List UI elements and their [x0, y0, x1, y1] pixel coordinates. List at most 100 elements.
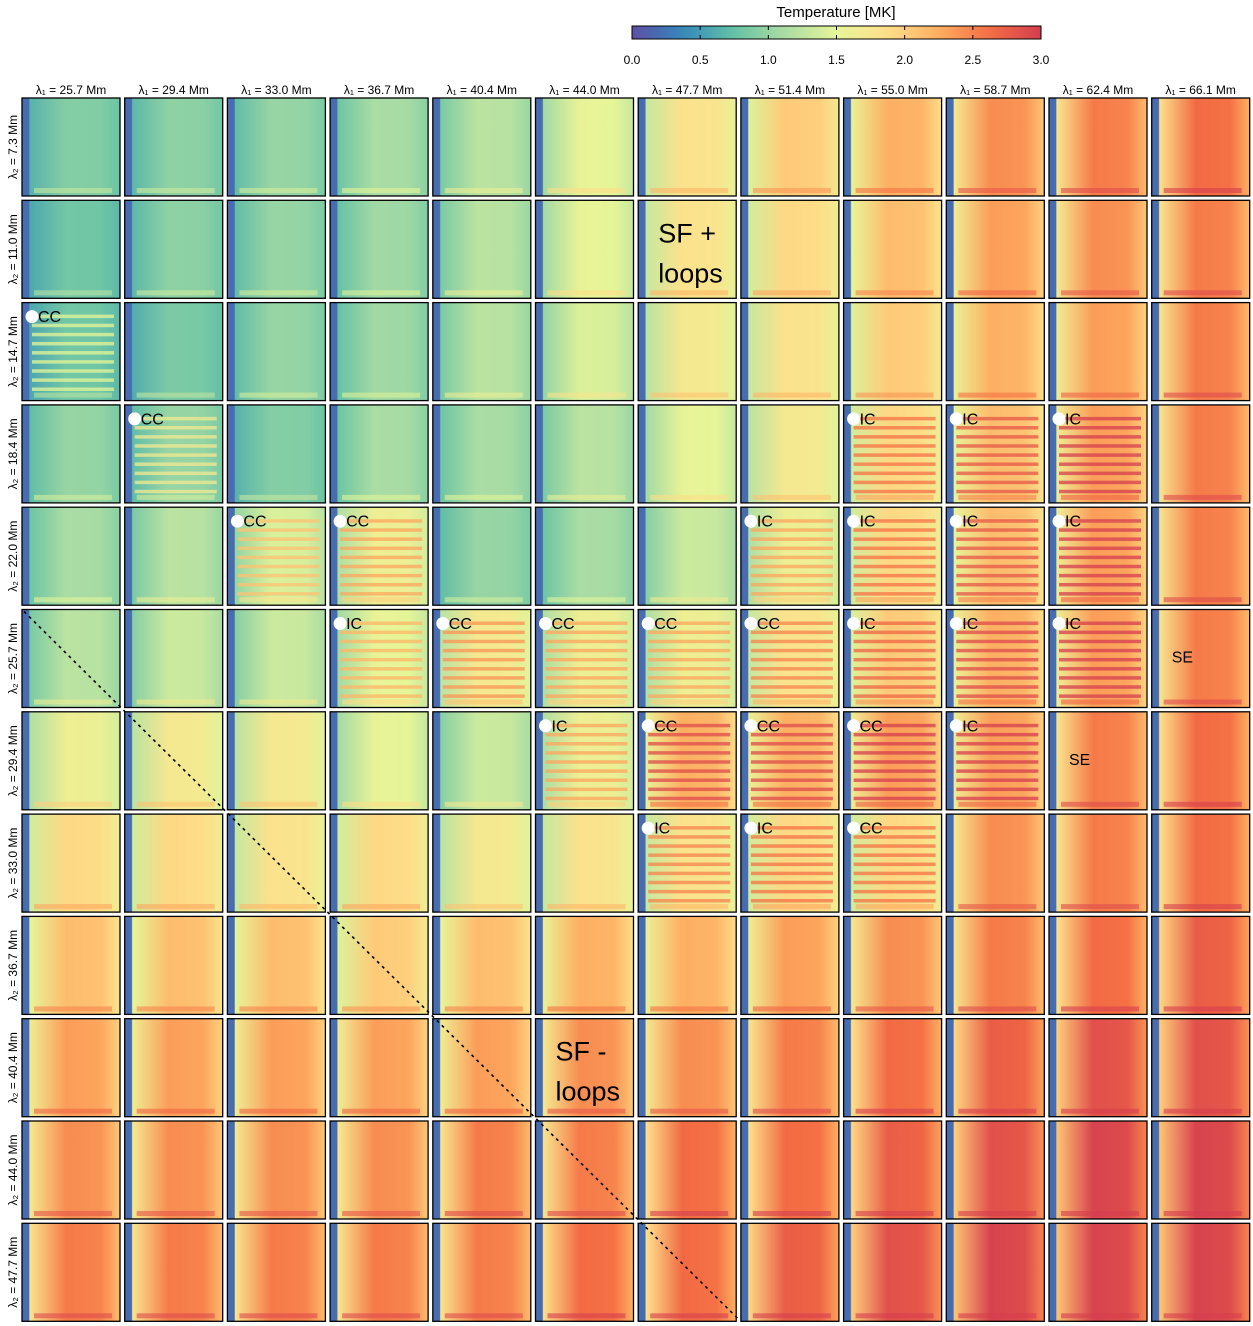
cell-fill [432, 507, 531, 606]
cell-frame [226, 1222, 327, 1322]
condensation-band [1059, 480, 1141, 485]
marker-dot [539, 617, 552, 630]
marker-dot [641, 719, 655, 733]
condensation-band [134, 426, 217, 430]
condensation-band [32, 323, 114, 328]
footpoint-band [444, 1108, 523, 1114]
condensation-band [956, 444, 1039, 448]
heatmap-cell [534, 301, 635, 402]
colorbar-tick-label: 1.5 [828, 53, 845, 67]
cell-fill [740, 1223, 839, 1322]
cell-fill [432, 1121, 531, 1219]
footpoint-band [650, 699, 729, 705]
heatmap-cell [124, 97, 224, 197]
footpoint-band [650, 597, 729, 603]
condensation-band [32, 369, 114, 373]
condensation-band [134, 416, 217, 421]
cell-frame [534, 97, 635, 197]
cell-frame [637, 97, 737, 197]
condensation-band [853, 835, 936, 839]
cell-fill [1151, 1018, 1250, 1117]
cell-fill [1151, 1121, 1250, 1219]
cell-fill [638, 1018, 737, 1117]
heatmap-cell [432, 1018, 532, 1118]
cell-frame [1048, 711, 1148, 811]
heatmap-cell [945, 608, 1045, 709]
condensation-band [648, 648, 731, 653]
heatmap-cell [1151, 301, 1251, 402]
cell-frame [124, 506, 224, 606]
heatmap-cell [842, 1120, 943, 1220]
heatmap-cell [329, 1222, 429, 1322]
row-label: λ₂ = 11.0 Mm [6, 214, 20, 284]
condensation-band [853, 657, 936, 662]
condensation-band [853, 537, 936, 541]
condensation-band [648, 889, 731, 894]
heatmap-cell [1048, 301, 1148, 402]
condensation-band [750, 546, 833, 551]
condensation-band [237, 573, 320, 578]
cell-fill [227, 1121, 326, 1219]
condensation-band [648, 760, 731, 764]
footpoint-band [444, 1006, 523, 1012]
heatmap-cell [21, 1222, 121, 1322]
cell-fill [535, 98, 634, 196]
cell-fill [740, 1018, 839, 1117]
cell-fill [124, 1121, 223, 1219]
heatmap-cell [329, 813, 429, 913]
marker-label: IC [860, 616, 876, 633]
cell-fill [535, 507, 634, 606]
heatmap-cell [945, 711, 1045, 811]
cell-frame [740, 199, 840, 299]
footpoint-band [752, 290, 831, 296]
cell-fill [638, 404, 737, 503]
condensation-band [853, 898, 936, 903]
heatmap-cell [740, 1120, 840, 1220]
condensation-band [853, 444, 936, 448]
condensation-band [237, 555, 320, 560]
column-label: λ₁ = 29.4 Mm [138, 83, 208, 97]
condensation-band [750, 871, 833, 876]
condensation-band [237, 564, 320, 569]
marker-label: IC [757, 514, 773, 531]
condensation-band [750, 639, 833, 644]
condensation-band [32, 332, 114, 337]
heatmap-cell [1151, 608, 1251, 709]
classification-marker: CC [436, 616, 472, 633]
cell-frame [842, 1222, 943, 1322]
cell-fill [22, 200, 120, 299]
cell-fill [227, 711, 326, 810]
condensation-band [750, 723, 833, 728]
footpoint-band [444, 188, 523, 193]
classification-marker: CC [230, 514, 267, 531]
cell-frame [945, 813, 1045, 913]
condensation-band [750, 694, 833, 698]
heatmap-cell [842, 915, 943, 1016]
cell-fill [1049, 1018, 1147, 1117]
row-label: λ₂ = 40.4 Mm [6, 1032, 20, 1103]
condensation-band [853, 676, 936, 680]
condensation-band [340, 564, 423, 569]
condensation-band [32, 351, 114, 355]
cell-fill [1151, 507, 1250, 606]
cell-fill [124, 302, 223, 401]
condensation-band [442, 676, 525, 680]
condensation-band [340, 667, 423, 671]
footpoint-band [444, 699, 523, 705]
cell-frame [842, 1120, 943, 1220]
heatmap-cell [534, 1222, 635, 1322]
marker-label: IC [552, 718, 568, 735]
marker-label: CC [243, 514, 266, 531]
condensation-band [853, 564, 936, 569]
cell-frame [226, 506, 327, 606]
condensation-band [853, 880, 936, 885]
heatmap-cell [226, 915, 327, 1016]
cell-fill [330, 916, 429, 1015]
condensation-band [340, 621, 423, 625]
footpoint-band [855, 188, 934, 193]
cell-fill [535, 200, 634, 299]
condensation-band [750, 582, 833, 587]
condensation-band [853, 592, 936, 596]
cell-fill [843, 916, 942, 1015]
footpoint-band [752, 597, 831, 603]
